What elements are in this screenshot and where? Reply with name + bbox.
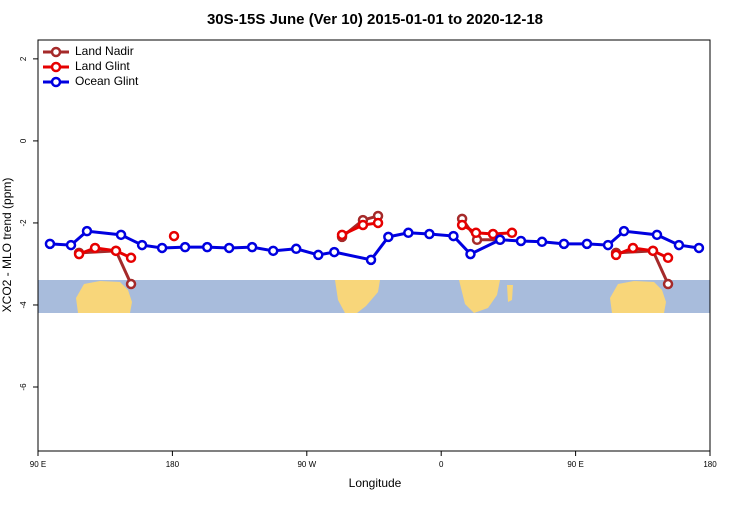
data-point: [336, 229, 348, 241]
legend-label: Ocean Glint: [75, 74, 139, 88]
legend-label: Land Nadir: [75, 44, 134, 58]
data-point: [81, 225, 93, 237]
data-point: [627, 242, 639, 254]
data-point: [456, 219, 468, 231]
plot-frame: [37, 39, 711, 452]
legend-marker: [50, 61, 62, 73]
data-point: [156, 242, 168, 254]
data-point: [357, 219, 369, 231]
x-tick-label: 180: [703, 460, 717, 469]
data-point: [662, 252, 674, 264]
data-point: [383, 231, 394, 243]
x-tick-label: 90 E: [30, 460, 46, 469]
series-line: [78, 221, 669, 260]
data-point: [168, 230, 180, 242]
data-point: [506, 227, 518, 239]
data-point: [73, 248, 85, 260]
data-point: [662, 278, 674, 290]
data-point: [110, 245, 122, 257]
data-point: [246, 241, 258, 253]
data-point: [693, 242, 705, 254]
y-tick-label: -4: [19, 301, 28, 309]
y-tick-label: 2: [19, 56, 28, 61]
data-point: [125, 252, 137, 264]
x-tick-label: 90 W: [297, 460, 316, 469]
data-point: [515, 235, 527, 247]
x-axis-label: Longitude: [349, 476, 402, 490]
data-point: [329, 246, 340, 258]
data-point: [372, 217, 384, 229]
legend-label: Land Glint: [75, 59, 130, 73]
y-axis-label: XCO2 - MLO trend (ppm): [0, 178, 14, 313]
data-point: [179, 241, 191, 253]
legend-marker: [50, 46, 62, 58]
data-point: [581, 238, 593, 250]
data-point: [610, 249, 622, 261]
data-point: [403, 227, 414, 239]
data-point: [44, 238, 56, 250]
data-point: [65, 239, 77, 251]
y-tick-label: -6: [19, 383, 28, 391]
data-point: [602, 239, 614, 251]
data-point: [465, 248, 476, 260]
data-point: [470, 227, 482, 239]
data-point: [223, 242, 235, 254]
data-point: [365, 254, 377, 266]
data-point: [424, 228, 435, 240]
data-point: [448, 230, 459, 242]
data-point: [494, 234, 506, 246]
data-point: [201, 241, 213, 253]
data-point: [558, 238, 570, 250]
data-point: [125, 278, 137, 290]
legend-marker: [50, 76, 62, 88]
data-point: [536, 236, 548, 248]
data-point: [290, 243, 302, 255]
y-tick-label: 0: [19, 138, 28, 143]
series-line: [78, 214, 670, 285]
data-point: [136, 239, 148, 251]
data-point: [673, 239, 685, 251]
data-point: [313, 249, 324, 261]
data-point: [618, 225, 630, 237]
map-band: [38, 280, 710, 313]
data-point: [651, 229, 663, 241]
x-tick-label: 90 E: [567, 460, 583, 469]
data-point: [487, 228, 499, 240]
data-point: [115, 229, 127, 241]
data-point: [647, 245, 659, 257]
y-tick-label: -2: [19, 219, 28, 227]
data-point: [267, 245, 279, 257]
chart-title: 30S-15S June (Ver 10) 2015-01-01 to 2020…: [207, 11, 543, 28]
x-tick-label: 180: [166, 460, 180, 469]
data-point: [89, 242, 101, 254]
x-tick-label: 0: [439, 460, 444, 469]
